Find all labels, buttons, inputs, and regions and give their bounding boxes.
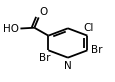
Text: Cl: Cl bbox=[83, 23, 93, 33]
Text: Br: Br bbox=[90, 45, 101, 55]
Text: HO: HO bbox=[3, 24, 19, 34]
Text: N: N bbox=[63, 61, 71, 71]
Text: Br: Br bbox=[39, 53, 50, 63]
Text: O: O bbox=[39, 7, 48, 17]
